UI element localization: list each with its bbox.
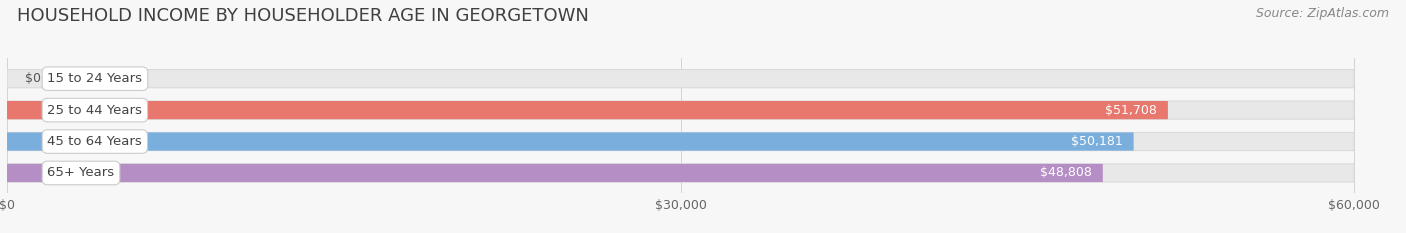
- Text: $50,181: $50,181: [1070, 135, 1122, 148]
- FancyBboxPatch shape: [7, 101, 1354, 119]
- Text: $51,708: $51,708: [1105, 104, 1157, 116]
- FancyBboxPatch shape: [7, 164, 1354, 182]
- Text: 25 to 44 Years: 25 to 44 Years: [48, 104, 142, 116]
- Text: Source: ZipAtlas.com: Source: ZipAtlas.com: [1256, 7, 1389, 20]
- Text: $0: $0: [25, 72, 41, 85]
- Text: $48,808: $48,808: [1039, 166, 1091, 179]
- Text: 45 to 64 Years: 45 to 64 Years: [48, 135, 142, 148]
- Text: HOUSEHOLD INCOME BY HOUSEHOLDER AGE IN GEORGETOWN: HOUSEHOLD INCOME BY HOUSEHOLDER AGE IN G…: [17, 7, 589, 25]
- Text: 15 to 24 Years: 15 to 24 Years: [48, 72, 142, 85]
- FancyBboxPatch shape: [7, 164, 1102, 182]
- FancyBboxPatch shape: [7, 132, 1133, 151]
- FancyBboxPatch shape: [7, 70, 1354, 88]
- Text: 65+ Years: 65+ Years: [48, 166, 114, 179]
- FancyBboxPatch shape: [7, 132, 1354, 151]
- FancyBboxPatch shape: [7, 101, 1168, 119]
